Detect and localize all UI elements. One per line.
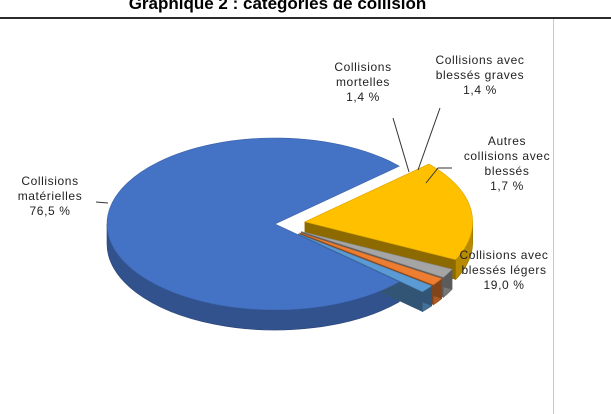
data-label-line: Collisions <box>21 174 78 188</box>
data-label-line: Autres <box>488 134 526 148</box>
data-label-line: blessés légers <box>461 263 546 277</box>
data-label-line: blessés <box>485 164 530 178</box>
data-label-line: matérielles <box>18 189 83 203</box>
leader-line-collisions-materielles <box>96 202 108 203</box>
leader-line-collisions-avec-blesses-graves <box>418 108 440 170</box>
data-label-collisions-avec-blesses-legers: Collisions avec blessés légers 19,0 % <box>459 248 548 292</box>
data-label-line: collisions avec <box>464 149 550 163</box>
pie-tops <box>107 138 473 310</box>
data-label-line: Collisions avec <box>459 248 548 262</box>
data-label-line: Collisions avec <box>435 53 524 67</box>
data-label-line: Collisions <box>334 60 391 74</box>
data-label-autres-collisions-avec-blesses: Autres collisions avec blessés 1,7 % <box>464 134 550 193</box>
data-label-line: 1,4 % <box>346 90 380 104</box>
data-label-collisions-mortelles: Collisions mortelles 1,4 % <box>334 60 391 104</box>
data-label-line: blessés graves <box>436 68 524 82</box>
data-label-line: mortelles <box>336 75 390 89</box>
data-label-collisions-materielles: Collisions matérielles 76,5 % <box>18 174 83 218</box>
data-label-line: 76,5 % <box>30 204 71 218</box>
data-label-collisions-avec-blesses-graves: Collisions avec blessés graves 1,4 % <box>435 53 524 97</box>
data-label-line: 1,7 % <box>490 179 524 193</box>
data-label-line: 19,0 % <box>484 278 525 292</box>
data-label-line: 1,4 % <box>463 83 497 97</box>
